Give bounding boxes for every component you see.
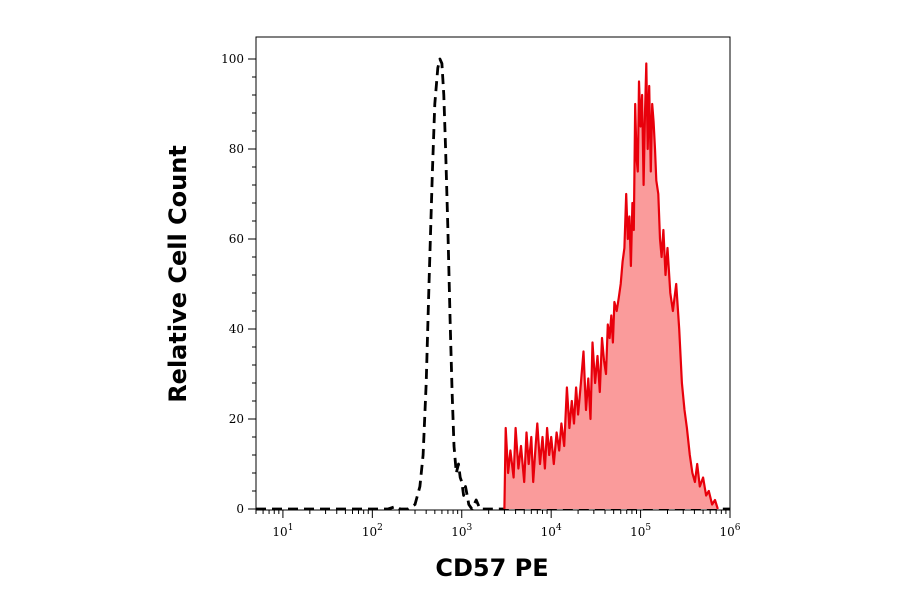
x-tick-label: 103 xyxy=(451,523,472,539)
series-0-line xyxy=(256,57,730,511)
y-tick-label: 100 xyxy=(221,52,244,66)
x-tick-label: 105 xyxy=(630,523,651,539)
y-tick-label: 0 xyxy=(236,502,244,516)
x-tick-label: 104 xyxy=(541,523,562,539)
x-axis-title: CD57 PE xyxy=(435,554,548,582)
series-1-area xyxy=(504,63,718,509)
axes: 0 20 40 60 80 100 101 102 103 104 105 106 xyxy=(221,36,741,539)
y-tick-label: 40 xyxy=(229,322,244,336)
y-tick-label: 80 xyxy=(229,142,244,156)
y-tick-label: 60 xyxy=(229,232,244,246)
y-tick-label: 20 xyxy=(229,412,244,426)
y-axis-title: Relative Cell Count xyxy=(164,145,192,403)
x-tick-label: 102 xyxy=(362,523,383,539)
x-tick-label: 101 xyxy=(272,523,293,539)
x-tick-label: 106 xyxy=(719,523,740,539)
series-1-line xyxy=(503,62,719,510)
plot-frame xyxy=(255,36,731,511)
plot-area xyxy=(256,57,730,511)
